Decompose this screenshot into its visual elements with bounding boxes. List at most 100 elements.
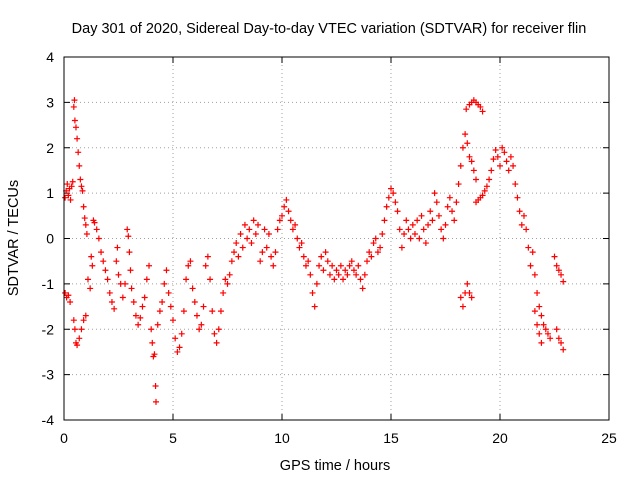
data-point [377,244,384,251]
data-point [252,230,259,237]
data-point [477,103,484,110]
data-point [497,162,503,169]
data-point [512,181,519,188]
data-point [263,244,270,251]
data-point [83,230,90,237]
data-point [446,194,453,201]
data-point [294,235,301,242]
data-point [542,326,549,333]
data-point [88,253,95,260]
data-point [385,194,392,201]
data-point [292,221,299,228]
data-point [394,208,401,215]
data-point [359,285,366,292]
data-point [151,351,158,358]
data-point [558,271,565,278]
data-point [204,253,211,260]
data-point [379,230,386,237]
data-point [361,271,368,278]
data-point [407,235,414,242]
data-point [185,262,192,269]
data-point [429,217,436,224]
data-point [464,280,471,287]
data-point [466,289,473,296]
data-point [231,249,238,256]
data-point [457,162,464,169]
data-point [139,303,146,310]
data-point [115,271,122,278]
data-point [392,199,399,206]
data-point [255,221,262,228]
data-point [91,219,98,226]
data-points [62,97,567,405]
data-point [98,249,105,256]
data-point [388,185,394,192]
data-point [174,348,181,355]
data-point [499,144,506,151]
data-point [401,230,408,237]
data-point [320,267,327,274]
data-point [159,299,166,306]
data-point [124,226,131,233]
data-point [488,167,495,174]
data-point [531,271,538,278]
data-point [322,249,329,256]
data-point [318,253,325,260]
data-point [490,156,497,163]
data-point [416,235,423,242]
data-point [149,339,156,346]
data-point [130,299,137,306]
data-point [479,108,486,115]
data-point [74,342,81,349]
data-point [224,280,231,287]
data-point [80,317,87,324]
data-point [106,289,113,296]
x-tick-label: 5 [169,430,177,446]
data-point [507,153,514,160]
x-tick-label: 0 [60,430,68,446]
data-point [187,258,194,265]
data-point [405,226,412,233]
data-point [191,299,198,306]
data-point [156,308,163,315]
data-point [128,285,135,292]
data-point [196,326,203,333]
data-point [102,267,109,274]
data-point [89,262,96,269]
data-point [235,253,242,260]
data-point [311,303,318,310]
data-point [74,135,81,142]
data-point [154,321,161,328]
data-point [189,285,196,292]
chart-title: Day 301 of 2020, Sidereal Day-to-day VTE… [72,21,587,37]
data-point [440,235,447,242]
data-point [383,203,390,210]
data-point [368,253,375,260]
data-point [265,230,272,237]
data-point [283,196,290,203]
data-point [80,203,87,210]
data-point [279,212,285,219]
data-point [457,294,464,301]
data-point [152,398,159,405]
data-point [464,140,471,147]
data-point [163,267,170,274]
data-point [505,167,512,174]
data-point [298,240,305,247]
data-point [84,276,91,283]
data-point [329,262,336,269]
data-point [176,344,183,351]
data-point [370,240,377,247]
data-point [459,144,466,151]
data-point [326,271,333,278]
data-point [246,226,253,233]
data-point [536,330,543,337]
data-point [494,153,501,160]
data-point [222,276,229,283]
data-point [183,276,190,283]
data-point [366,249,373,256]
data-point [180,308,187,315]
data-point [340,276,347,283]
data-point [285,208,292,215]
data-point [135,321,142,328]
